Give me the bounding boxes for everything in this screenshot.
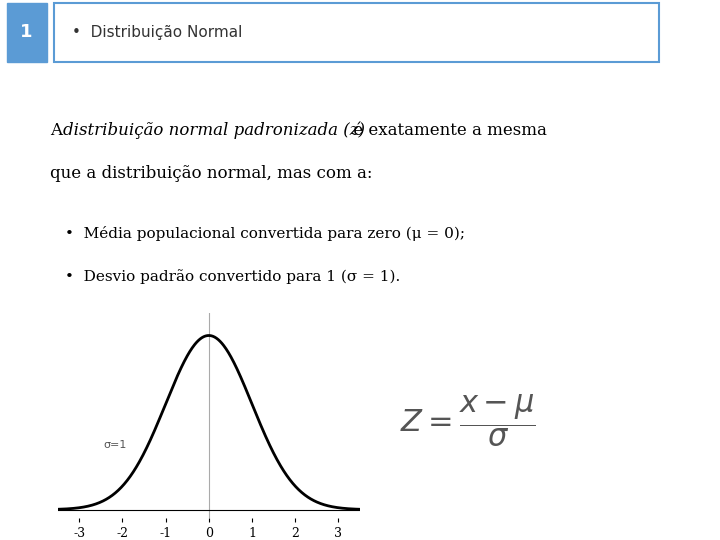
Text: é exatamente a mesma: é exatamente a mesma [348,122,546,139]
FancyBboxPatch shape [7,3,47,62]
FancyBboxPatch shape [54,3,659,62]
Text: 1: 1 [20,23,33,42]
Text: $Z = \dfrac{x - \mu}{\sigma}$: $Z = \dfrac{x - \mu}{\sigma}$ [400,393,536,449]
Text: •  Distribuição Normal: • Distribuição Normal [72,25,243,40]
Text: distribuição normal padronizada (z): distribuição normal padronizada (z) [63,122,365,139]
Text: que a distribuição normal, mas com a:: que a distribuição normal, mas com a: [50,165,373,181]
Text: A: A [50,122,68,139]
Text: •  Média populacional convertida para zero (μ = 0);: • Média populacional convertida para zer… [65,226,465,241]
Text: •  Desvio padrão convertido para 1 (σ = 1).: • Desvio padrão convertido para 1 (σ = 1… [65,269,400,284]
Text: σ=1: σ=1 [103,441,126,450]
